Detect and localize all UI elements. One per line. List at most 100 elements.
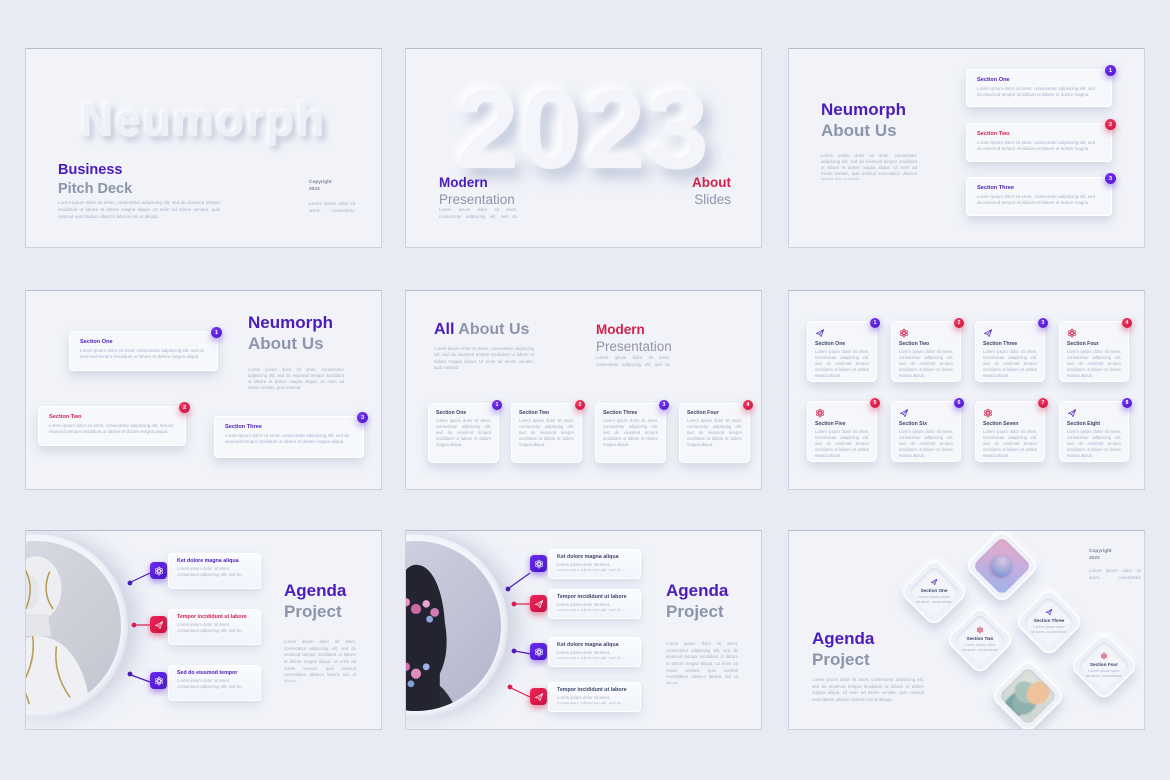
atom-icon xyxy=(1068,328,1076,338)
about-body-text: Lorem ipsum dolor sit amet, consectetur … xyxy=(821,153,917,180)
section-number-badge: 1 xyxy=(870,318,880,328)
watermark-title: Neumorph xyxy=(80,94,327,146)
section-number-badge: 1 xyxy=(211,327,222,338)
slide-4-about-us-alt[interactable]: 1 Section One Lorem ipsum dolor sit amet… xyxy=(25,290,382,490)
section-body: Lorem ipsum dolor sit amet, consectetur … xyxy=(899,349,953,377)
slide-3-about-us[interactable]: Neumorph About Us Lorem ipsum dolor sit … xyxy=(788,48,1145,248)
agenda-title-rest: Project xyxy=(666,601,724,621)
atom-icon-tile xyxy=(150,672,167,689)
connector-line xyxy=(127,572,151,586)
section-card: 4 Section Four Lorem ipsum dolor sit ame… xyxy=(1059,318,1132,382)
section-body: Lorem ipsum dolor sit amet, consectetur … xyxy=(687,418,742,448)
slide-1-cover[interactable]: Neumorph Business Pitch Deck Lorem ipsum… xyxy=(25,48,382,248)
section-title: Section One xyxy=(80,339,113,345)
section-diamond: Section Four Lorem ipsum dolor sit amet,… xyxy=(1068,630,1140,702)
rocket-icon xyxy=(534,599,543,608)
agenda-item-panel: Sed do eiusmod tempor Lorem ipsum dolor … xyxy=(168,665,261,701)
rocket-icon-tile xyxy=(530,595,547,612)
agenda-body-text: Lorem ipsum dolor sit amet, consectetur … xyxy=(284,639,356,682)
atom-icon xyxy=(534,647,543,656)
atom-icon xyxy=(816,408,824,418)
atom-icon-tile xyxy=(530,643,547,660)
slide-7-agenda-statue[interactable]: Ket dolore magna aliqua Lorem ipsum dolo… xyxy=(25,530,382,730)
copyright-label: Copyright xyxy=(309,180,332,185)
title-accent: All xyxy=(434,321,455,338)
agenda-item-body: Lorem ipsum dolor sit amet, consectetur … xyxy=(177,621,242,635)
section-title: Section Three xyxy=(977,185,1014,191)
agenda-item-panel: Tempor incididunt ut labore Lorem ipsum … xyxy=(548,682,641,712)
atom-icon xyxy=(534,559,543,568)
atom-icon xyxy=(984,408,992,418)
right-note: Lorem ipsum dolor sit amet, consectetur … xyxy=(596,355,670,367)
section-card: 2 Section Two Lorem ipsum dolor sit amet… xyxy=(891,318,964,382)
slide-5-all-about-us[interactable]: All About Us Lorem ipsum dolor sit amet,… xyxy=(405,290,762,490)
section-card: 3 Section Three Lorem ipsum dolor sit am… xyxy=(975,318,1048,382)
section-title: Section Two xyxy=(966,636,994,642)
connector-line xyxy=(507,684,531,698)
atom-icon xyxy=(976,626,984,634)
copyright-note: Lorem ipsum dolor sit amet, consectetur … xyxy=(309,201,355,214)
section-card: 4 Section Four Lorem ipsum dolor sit ame… xyxy=(679,400,753,463)
about-title-rest: About Us xyxy=(248,333,324,353)
section-title: Section Four xyxy=(1067,341,1099,347)
agenda-item-body: Lorem ipsum dolor sit amet, consectetur … xyxy=(557,601,622,611)
about-title-rest: About Us xyxy=(821,120,897,140)
section-body: Lorem ipsum dolor sit amet, consectetur … xyxy=(49,422,174,435)
section-card: 3 Section Three Lorem ipsum dolor sit am… xyxy=(966,173,1116,216)
section-body: Lorem ipsum dolor sit amet, consectetur … xyxy=(519,418,574,448)
section-number-badge: 2 xyxy=(575,400,585,410)
atom-icon xyxy=(154,676,163,685)
copyright-year: 2023 xyxy=(1089,556,1100,562)
section-title: Section Four xyxy=(687,410,719,416)
section-title: Section One xyxy=(920,588,948,594)
agenda-title-accent: Agenda xyxy=(666,581,729,600)
slide-2-year-cover[interactable]: 2023 Modern Presentation Lorem ipsum dol… xyxy=(405,48,762,248)
section-body: Lorem ipsum dolor sit amet, consectetur … xyxy=(899,429,953,457)
section-title: Section Two xyxy=(519,410,550,416)
rocket-icon xyxy=(900,409,908,417)
section-body: Lorem ipsum dolor sit amet, consectetur … xyxy=(977,139,1096,154)
section-number-badge: 5 xyxy=(870,398,880,408)
slide-6-eight-sections[interactable]: 1 Section One Lorem ipsum dolor sit amet… xyxy=(788,290,1145,490)
section-body: Lorem ipsum dolor sit amet, consectetur … xyxy=(815,429,869,457)
section-body: Lorem ipsum dolor sit amet, consectetur. xyxy=(1031,624,1067,635)
agenda-item-panel: Ket dolore magna aliqua Lorem ipsum dolo… xyxy=(168,553,261,589)
right-title-accent: About xyxy=(692,175,731,190)
agenda-item-body: Lorem ipsum dolor sit amet, consectetur … xyxy=(557,561,622,571)
section-card: 2 Section Two Lorem ipsum dolor sit amet… xyxy=(511,400,585,463)
agenda-item-body: Lorem ipsum dolor sit amet, consectetur … xyxy=(557,649,622,659)
copyright-label: Copyright xyxy=(1089,549,1112,554)
section-number-badge: 1 xyxy=(492,400,502,410)
section-body: Lorem ipsum dolor sit amet, consectetur … xyxy=(1067,349,1121,377)
section-number-badge: 2 xyxy=(179,402,190,413)
cover-title-rest: Pitch Deck xyxy=(58,180,133,197)
section-title: Section Two xyxy=(899,341,930,347)
rocket-icon xyxy=(1068,409,1076,417)
section-title: Section Two xyxy=(977,131,1010,137)
connector-line xyxy=(127,671,151,683)
atom-icon-tile xyxy=(530,555,547,572)
section-card: 5 Section Five Lorem ipsum dolor sit ame… xyxy=(807,398,880,462)
rocket-icon-tile xyxy=(150,616,167,633)
section-title: Section Three xyxy=(225,424,262,430)
atom-icon-tile xyxy=(150,562,167,579)
section-card: 1 Section One Lorem ipsum dolor sit amet… xyxy=(428,400,502,463)
section-title: Section One xyxy=(815,341,846,347)
agenda-title-rest: Project xyxy=(284,601,342,621)
slide-8-agenda-face[interactable]: Ket dolore magna aliqua Lorem ipsum dolo… xyxy=(405,530,762,730)
section-card: 7 Section Seven Lorem ipsum dolor sit am… xyxy=(975,398,1048,462)
slide-9-agenda-diamonds[interactable]: Agenda Project Lorem ipsum dolor sit ame… xyxy=(788,530,1145,730)
section-diamond: Section Two Lorem ipsum dolor sit amet, … xyxy=(944,604,1016,676)
left-title-rest: Presentation xyxy=(439,191,515,207)
copyright-block: Copyright 2023 xyxy=(309,179,332,193)
section-body: Lorem ipsum dolor sit amet, consectetur … xyxy=(436,418,491,448)
section-number-badge: 6 xyxy=(954,398,964,408)
agenda-body-text: Lorem ipsum dolor sit amet, consectetur … xyxy=(666,641,738,684)
section-title: Section One xyxy=(436,410,467,416)
connector-line xyxy=(511,648,532,655)
agenda-item-title: Ket dolore magna aliqua xyxy=(177,558,239,564)
section-card: 1 Section One Lorem ipsum dolor sit amet… xyxy=(69,327,222,371)
section-title: Section Two xyxy=(49,414,82,420)
cover-body-text: Lorem ipsum dolor sit amet, consectetur … xyxy=(58,200,220,220)
